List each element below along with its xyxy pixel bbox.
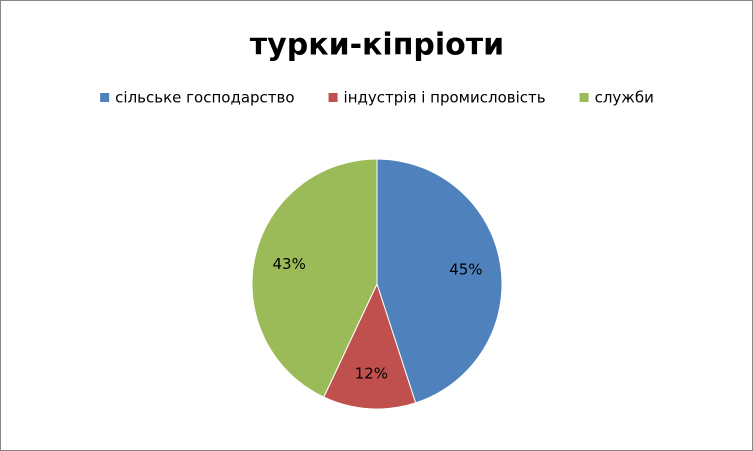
legend: сільське господарство індустрія і промисл… <box>100 89 654 107</box>
legend-swatch <box>579 93 589 102</box>
data-label: 43% <box>272 255 305 273</box>
data-label: 45% <box>449 260 482 278</box>
data-label: 12% <box>355 364 388 382</box>
legend-label: індустрія і промисловість <box>344 89 546 107</box>
chart-title: турки-кіпріоти <box>250 28 504 63</box>
pie-slice <box>323 282 417 410</box>
legend-swatch <box>328 93 338 102</box>
legend-label: сільське господарство <box>115 89 294 107</box>
pie: 45% 12% 43% <box>251 158 503 410</box>
pie-slice <box>251 158 378 398</box>
pie-slice <box>376 158 503 404</box>
legend-swatch <box>100 93 110 102</box>
legend-label: служби <box>595 89 654 107</box>
